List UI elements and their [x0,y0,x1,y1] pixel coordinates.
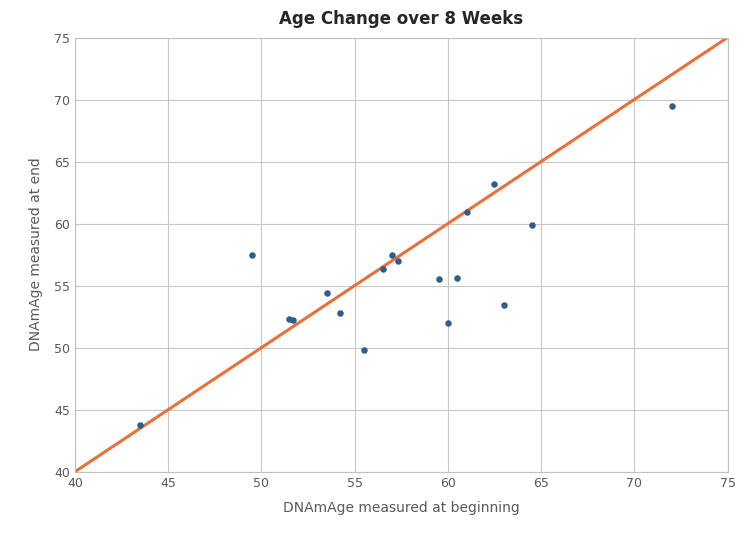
Point [334,309,346,317]
Point [321,289,333,297]
Point [442,318,454,327]
Point [488,180,500,188]
Point [526,220,538,229]
Point [246,250,258,259]
Point [284,315,296,323]
Point [433,275,445,284]
X-axis label: DNAmAge measured at beginning: DNAmAge measured at beginning [283,501,520,515]
Point [498,301,510,310]
Y-axis label: DNAmAge measured at end: DNAmAge measured at end [29,158,43,352]
Title: Age Change over 8 Weeks: Age Change over 8 Weeks [279,10,524,28]
Point [452,274,464,282]
Point [376,265,388,274]
Point [392,257,404,265]
Point [665,101,677,110]
Point [358,346,370,354]
Point [134,420,146,429]
Point [460,208,472,217]
Point [386,250,398,259]
Point [287,316,299,325]
